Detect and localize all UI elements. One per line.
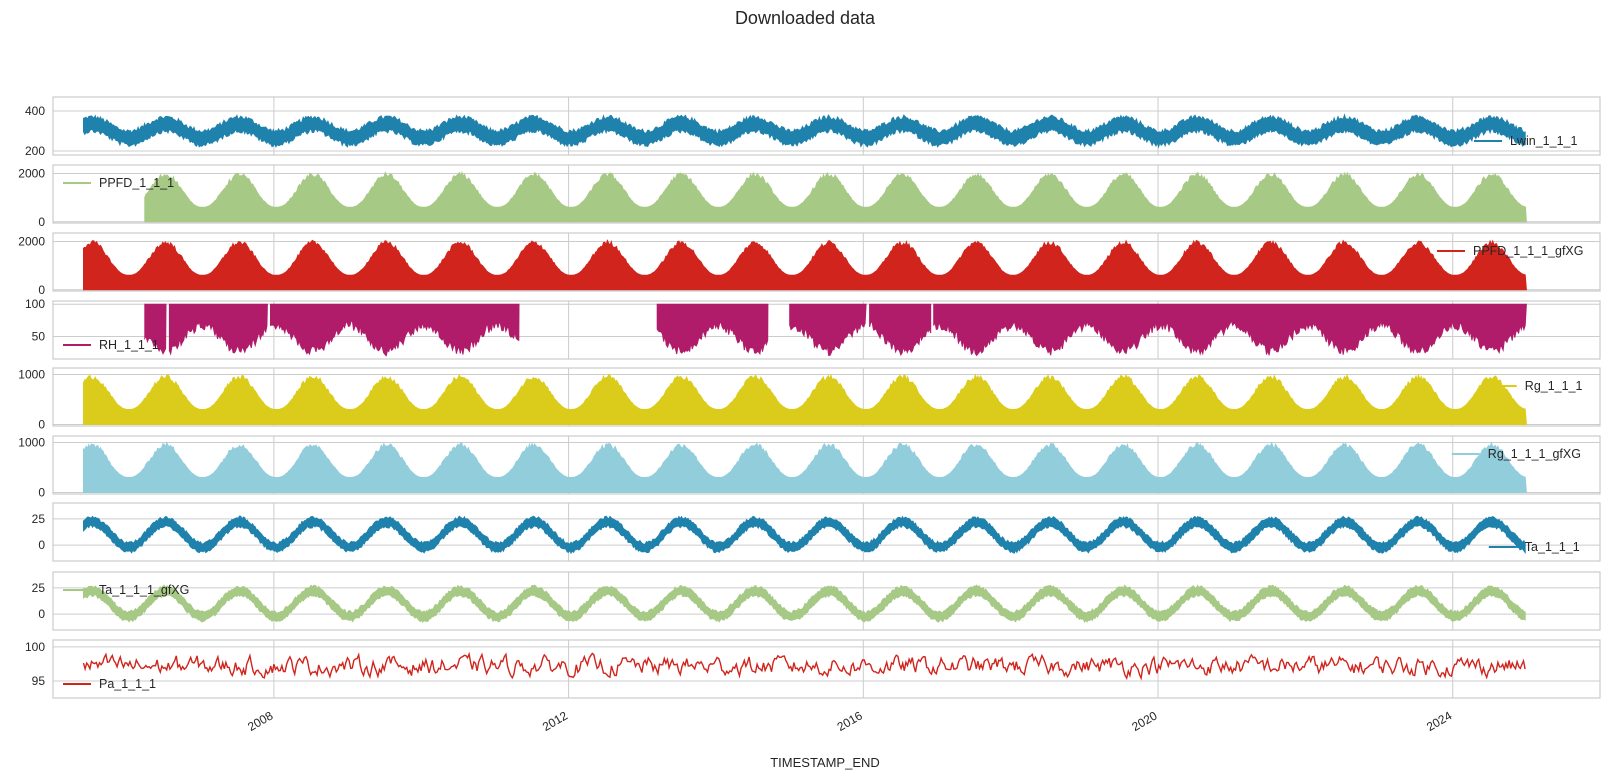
y-tick-label: 0: [38, 538, 45, 552]
subplot-frame: [52, 300, 1601, 360]
subplot-PPFD_1_1_1_gfXG: 0 2000 PPFD_1_1_1_gfXG: [18, 232, 1601, 297]
y-tick-label: 0: [38, 486, 45, 500]
series-Lwin_1_1_1: [83, 113, 1526, 149]
legend-label: Rg_1_1_1_gfXG: [1488, 447, 1581, 461]
y-tick-label: 100: [25, 640, 45, 654]
series-RH_1_1_1-segment: [168, 303, 268, 356]
legend-label: RH_1_1_1: [99, 338, 159, 352]
y-tick-label: 2000: [18, 234, 45, 248]
y-tick-label: 0: [38, 215, 45, 229]
series-Pa_1_1_1: [82, 651, 1526, 681]
series-Rg_1_1_1: [83, 373, 1527, 425]
y-tick-label: 1000: [18, 368, 45, 382]
series-RH_1_1_1-segment: [656, 303, 769, 356]
y-tick-label: 200: [25, 144, 45, 158]
y-tick-label: 400: [25, 104, 45, 118]
subplot-PPFD_1_1_1: 0 2000 PPFD_1_1_1: [18, 164, 1601, 229]
y-tick-label: 95: [32, 674, 46, 688]
subplot-frame: [52, 639, 1601, 699]
subplot-frame: [52, 164, 1601, 224]
x-axis-ticks: 2008 2012 2016 2020 2024: [245, 708, 1454, 734]
x-tick-label: 2020: [1129, 708, 1159, 734]
subplot-Lwin_1_1_1: 200 400 Lwin_1_1_1: [25, 96, 1601, 158]
legend-label: PPFD_1_1_1: [99, 176, 174, 190]
y-tick-label: 25: [32, 512, 46, 526]
subplot-frame: [52, 367, 1601, 427]
series-RH_1_1_1-segment: [144, 303, 167, 355]
x-tick-label: 2012: [540, 708, 570, 734]
subplot-Pa_1_1_1: 95 100 Pa_1_1_1: [25, 639, 1601, 699]
x-tick-label: 2016: [835, 708, 865, 734]
legend-label: Lwin_1_1_1: [1510, 134, 1577, 148]
subplot-Ta_1_1_1: 0 25 Ta_1_1_1: [32, 502, 1601, 562]
series-PPFD_1_1_1_gfXG: [83, 239, 1527, 291]
legend-label: Pa_1_1_1: [99, 677, 156, 691]
series-Ta_1_1_1: [83, 515, 1526, 555]
y-tick-label: 0: [38, 607, 45, 621]
legend-label: Rg_1_1_1: [1525, 379, 1583, 393]
subplot-Rg_1_1_1_gfXG: 0 1000 Rg_1_1_1_gfXG: [18, 435, 1601, 500]
y-tick-label: 0: [38, 418, 45, 432]
legend-label: Ta_1_1_1_gfXG: [99, 583, 189, 597]
subplot-frame: [52, 96, 1601, 156]
subplot-Rg_1_1_1: 0 1000 Rg_1_1_1: [18, 367, 1601, 432]
subplot-RH_1_1_1: 50 100 RH_1_1_1: [25, 297, 1601, 360]
y-tick-label: 25: [32, 581, 46, 595]
legend-label: PPFD_1_1_1_gfXG: [1473, 244, 1584, 258]
subplots-group: 200 400 Lwin_1_1_1 0 2000 PPFD_1_1_1 0 2000 PPFD…: [18, 96, 1601, 699]
legend-label: Ta_1_1_1: [1525, 540, 1580, 554]
y-tick-label: 100: [25, 297, 45, 311]
x-tick-label: 2008: [245, 708, 275, 734]
subplot-Ta_1_1_1_gfXG: 0 25 Ta_1_1_1_gfXG: [32, 571, 1601, 631]
x-axis-label: TIMESTAMP_END: [770, 755, 880, 770]
series-Ta_1_1_1_gfXG: [83, 584, 1526, 624]
series-RH_1_1_1-segment: [933, 303, 1527, 357]
series-RH_1_1_1-segment: [869, 303, 932, 356]
subplot-frame: [52, 232, 1601, 292]
subplot-frame: [52, 435, 1601, 495]
y-tick-label: 2000: [18, 166, 45, 180]
subplot-frame: [52, 502, 1601, 562]
chart-title: Downloaded data: [735, 8, 876, 28]
x-tick-label: 2024: [1424, 708, 1454, 734]
series-RH_1_1_1-segment: [789, 303, 867, 357]
series-PPFD_1_1_1: [144, 171, 1527, 223]
series-Rg_1_1_1_gfXG: [83, 441, 1527, 493]
y-tick-label: 50: [32, 329, 46, 343]
y-tick-label: 0: [38, 283, 45, 297]
subplot-frame: [52, 571, 1601, 631]
y-tick-label: 1000: [18, 436, 45, 450]
series-RH_1_1_1-segment: [270, 303, 520, 357]
